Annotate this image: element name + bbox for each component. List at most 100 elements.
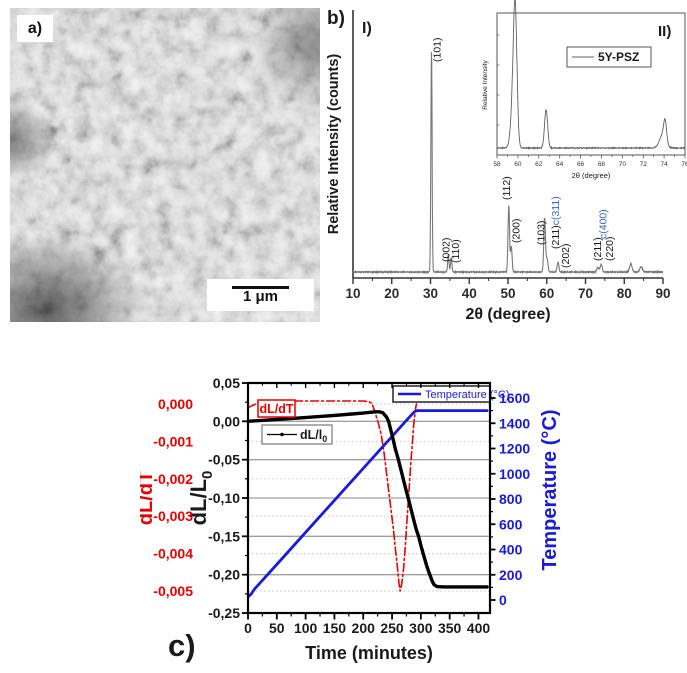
- svg-text:60: 60: [539, 286, 554, 301]
- svg-text:62: 62: [535, 161, 543, 168]
- svg-text:Temperature (°C): Temperature (°C): [425, 389, 509, 401]
- svg-text:0: 0: [244, 620, 252, 636]
- xrd-peak-label: (211)c(311): [550, 196, 562, 249]
- svg-text:1200: 1200: [499, 441, 530, 457]
- svg-text:72: 72: [640, 161, 648, 168]
- xrd-inset-legend: 5Y-PSZ: [566, 46, 652, 68]
- svg-text:dL/L0: dL/L0: [186, 471, 216, 526]
- svg-text:50: 50: [500, 286, 515, 301]
- svg-text:1000: 1000: [499, 466, 530, 482]
- svg-text:II): II): [658, 23, 671, 40]
- xrd-peak-label: (002): [440, 237, 452, 262]
- xrd-inset-trace: [496, 0, 686, 151]
- series-dl_l0: [248, 410, 489, 589]
- svg-text:b): b): [327, 8, 345, 29]
- dll0-legend: dL/l0: [261, 424, 333, 445]
- svg-text:90: 90: [655, 286, 670, 301]
- svg-text:0,00: 0,00: [213, 413, 240, 429]
- svg-text:-0,25: -0,25: [208, 605, 240, 621]
- svg-text:Time (minutes): Time (minutes): [305, 643, 433, 663]
- svg-text:20: 20: [384, 286, 399, 301]
- svg-text:400: 400: [467, 620, 491, 636]
- dldt-legend: dL/dT: [257, 399, 296, 418]
- svg-text:Temperature (°C): Temperature (°C): [539, 410, 561, 571]
- xrd-peak-label: (112): [501, 176, 513, 200]
- xrd-peak-label: c(400): [597, 209, 609, 239]
- svg-text:-0,005: -0,005: [153, 583, 193, 599]
- svg-text:-0,001: -0,001: [153, 433, 193, 449]
- svg-text:350: 350: [438, 620, 462, 636]
- svg-text:1600: 1600: [499, 390, 530, 406]
- series-temp: [248, 409, 489, 599]
- svg-text:66: 66: [577, 161, 585, 168]
- svg-text:68: 68: [598, 161, 606, 168]
- svg-text:0,05: 0,05: [213, 375, 240, 391]
- svg-text:c): c): [168, 628, 196, 663]
- svg-text:64: 64: [556, 161, 564, 168]
- svg-text:-0,20: -0,20: [208, 567, 240, 583]
- svg-text:Relative Intensity (counts): Relative Intensity (counts): [326, 54, 342, 235]
- xrd-peak-label: (200): [510, 218, 522, 243]
- svg-text:2θ (degree): 2θ (degree): [465, 306, 550, 323]
- svg-text:-0,003: -0,003: [153, 508, 193, 524]
- svg-text:dL/l0: dL/l0: [300, 428, 327, 444]
- svg-text:-0,004: -0,004: [153, 546, 193, 562]
- svg-text:800: 800: [499, 491, 523, 507]
- svg-text:1400: 1400: [499, 415, 530, 431]
- xrd-peak-label: (211): [592, 237, 604, 261]
- svg-text:70: 70: [619, 161, 627, 168]
- scale-bar-label: 1 μm: [242, 288, 279, 305]
- svg-text:58: 58: [493, 161, 501, 168]
- svg-text:Relative Intensity: Relative Intensity: [482, 60, 489, 110]
- svg-text:2θ (degree): 2θ (degree): [572, 171, 611, 180]
- svg-text:200: 200: [499, 567, 523, 583]
- temperature-legend: Temperature (°C): [392, 385, 509, 403]
- svg-text:150: 150: [323, 620, 347, 636]
- svg-text:-0,10: -0,10: [208, 490, 240, 506]
- svg-text:dL/dT: dL/dT: [259, 402, 293, 416]
- sem-image-panel: a) 1 μm: [10, 8, 320, 322]
- svg-text:10: 10: [345, 286, 360, 301]
- svg-text:76: 76: [681, 161, 687, 168]
- svg-text:5Y-PSZ: 5Y-PSZ: [598, 50, 639, 64]
- svg-text:100: 100: [294, 620, 318, 636]
- svg-text:-0,002: -0,002: [153, 471, 193, 487]
- xrd-peak-label: (101): [431, 37, 443, 62]
- svg-text:74: 74: [660, 161, 668, 168]
- sem-micrograph: [10, 8, 320, 322]
- scale-bar-line: [232, 286, 289, 289]
- svg-text:-0,15: -0,15: [208, 528, 240, 544]
- svg-text:80: 80: [617, 286, 632, 301]
- panel-a-label: a): [17, 15, 53, 42]
- svg-text:30: 30: [423, 286, 438, 301]
- svg-text:50: 50: [269, 620, 285, 636]
- xrd-chart: 10 20 30 40 50 60 70 80 90 2θ (degree) Relative In…: [326, 0, 687, 323]
- svg-text:300: 300: [409, 620, 433, 636]
- dilatometry-curves: [248, 400, 489, 599]
- svg-text:70: 70: [578, 286, 593, 301]
- xrd-main-trace: [352, 52, 664, 275]
- svg-text:200: 200: [352, 620, 376, 636]
- xrd-inset-plot: 58 60 62 64 66 68 70 72 74 76 2θ (degree) Relative …: [482, 0, 687, 180]
- svg-text:0: 0: [499, 592, 507, 608]
- series-dl_dt: [248, 400, 488, 592]
- scale-bar: 1 μm: [207, 279, 314, 311]
- svg-text:dL/dT: dL/dT: [140, 471, 157, 525]
- xrd-peak-label: (202): [560, 243, 572, 268]
- sem-texture: [10, 8, 320, 322]
- svg-text:-0,05: -0,05: [208, 452, 240, 468]
- svg-text:250: 250: [380, 620, 404, 636]
- svg-text:400: 400: [499, 542, 523, 558]
- xrd-peak-label: (103): [536, 220, 548, 245]
- svg-text:60: 60: [514, 161, 522, 168]
- svg-text:0,000: 0,000: [158, 396, 193, 412]
- svg-text:40: 40: [462, 286, 477, 301]
- xrd-peak-label: (110): [450, 239, 462, 263]
- svg-text:600: 600: [499, 516, 523, 532]
- xrd-peak-label: (220): [604, 236, 616, 261]
- svg-text:I): I): [362, 20, 372, 37]
- xrd-main-plot: 10 20 30 40 50 60 70 80 90 2θ (degree) Relative In…: [326, 8, 671, 323]
